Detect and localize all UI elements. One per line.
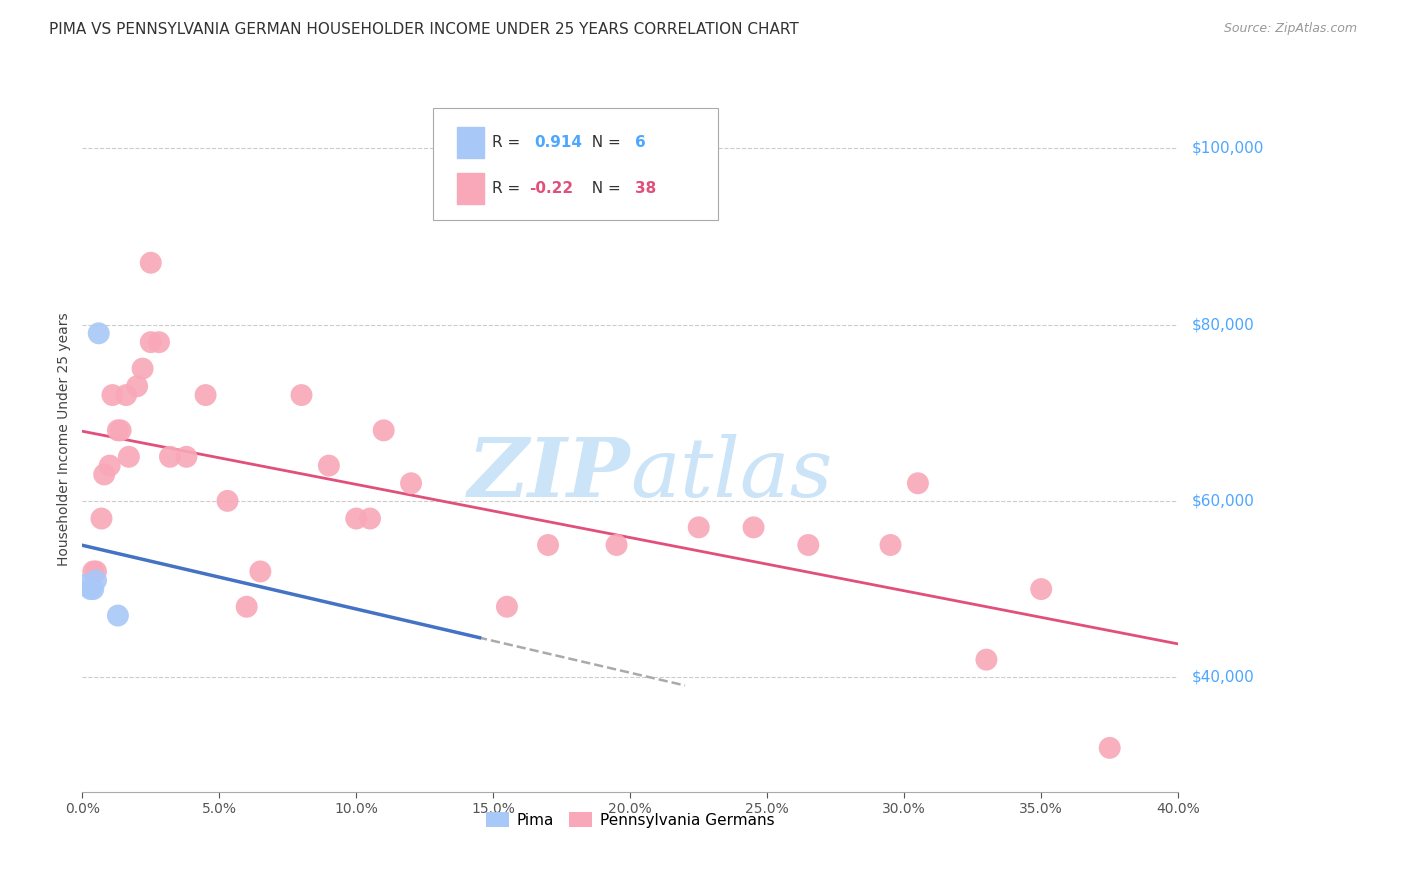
FancyBboxPatch shape bbox=[433, 108, 718, 220]
Text: 0.914: 0.914 bbox=[534, 135, 582, 150]
Point bbox=[107, 423, 129, 437]
Point bbox=[176, 450, 198, 464]
Text: $60,000: $60,000 bbox=[1192, 493, 1256, 508]
Point bbox=[1031, 582, 1053, 596]
Point bbox=[93, 467, 115, 482]
Point bbox=[373, 423, 395, 437]
Point bbox=[131, 361, 153, 376]
Point bbox=[907, 476, 929, 491]
Point bbox=[110, 423, 132, 437]
Point bbox=[688, 520, 710, 534]
Point bbox=[98, 458, 121, 473]
Point bbox=[118, 450, 141, 464]
Point bbox=[73, 577, 96, 591]
Point bbox=[399, 476, 422, 491]
Point bbox=[797, 538, 820, 552]
Point bbox=[84, 565, 107, 579]
Text: $80,000: $80,000 bbox=[1192, 317, 1254, 332]
Point bbox=[194, 388, 217, 402]
Text: PIMA VS PENNSYLVANIA GERMAN HOUSEHOLDER INCOME UNDER 25 YEARS CORRELATION CHART: PIMA VS PENNSYLVANIA GERMAN HOUSEHOLDER … bbox=[49, 22, 799, 37]
Text: R =: R = bbox=[492, 135, 530, 150]
Point bbox=[82, 582, 104, 596]
Point bbox=[249, 565, 271, 579]
Point bbox=[127, 379, 149, 393]
Point bbox=[496, 599, 519, 614]
Point bbox=[217, 494, 239, 508]
Point bbox=[79, 582, 101, 596]
Point bbox=[101, 388, 124, 402]
Point bbox=[976, 653, 998, 667]
Y-axis label: Householder Income Under 25 years: Householder Income Under 25 years bbox=[58, 312, 72, 566]
Text: -0.22: -0.22 bbox=[530, 181, 574, 196]
Text: $40,000: $40,000 bbox=[1192, 670, 1254, 685]
Point bbox=[537, 538, 560, 552]
Text: $100,000: $100,000 bbox=[1192, 141, 1264, 155]
Text: N =: N = bbox=[582, 181, 626, 196]
Point bbox=[235, 599, 257, 614]
Point bbox=[90, 511, 112, 525]
Point bbox=[139, 256, 162, 270]
Point bbox=[1098, 740, 1121, 755]
Point bbox=[115, 388, 138, 402]
Point bbox=[879, 538, 901, 552]
Point bbox=[82, 565, 104, 579]
Text: Source: ZipAtlas.com: Source: ZipAtlas.com bbox=[1223, 22, 1357, 36]
Legend: Pima, Pennsylvania Germans: Pima, Pennsylvania Germans bbox=[479, 805, 780, 834]
Point bbox=[290, 388, 312, 402]
Point bbox=[84, 574, 107, 588]
Text: atlas: atlas bbox=[630, 434, 832, 515]
Point bbox=[139, 335, 162, 350]
Text: N =: N = bbox=[582, 135, 630, 150]
Point bbox=[87, 326, 110, 341]
Bar bbox=[457, 173, 485, 204]
Text: 6: 6 bbox=[634, 135, 645, 150]
Bar bbox=[457, 127, 485, 158]
Text: ZIP: ZIP bbox=[468, 434, 630, 515]
Point bbox=[148, 335, 170, 350]
Point bbox=[344, 511, 367, 525]
Point bbox=[606, 538, 628, 552]
Point bbox=[159, 450, 181, 464]
Point bbox=[107, 608, 129, 623]
Point bbox=[742, 520, 765, 534]
Text: R =: R = bbox=[492, 181, 526, 196]
Point bbox=[359, 511, 381, 525]
Text: 38: 38 bbox=[634, 181, 655, 196]
Point bbox=[318, 458, 340, 473]
